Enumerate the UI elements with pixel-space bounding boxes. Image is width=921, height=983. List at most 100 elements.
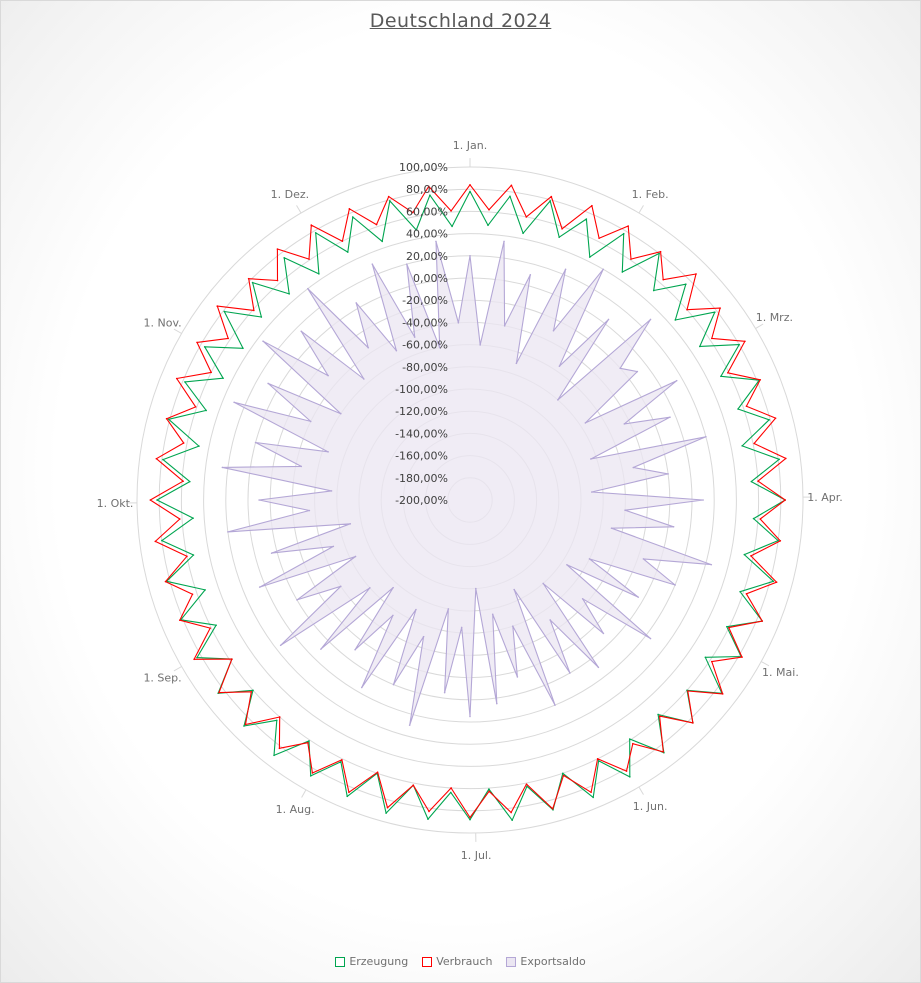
legend-item-verbrauch[interactable]: Verbrauch bbox=[422, 955, 492, 968]
data-point bbox=[741, 445, 743, 447]
data-point bbox=[412, 211, 414, 214]
data-point bbox=[258, 586, 261, 588]
data-point bbox=[460, 626, 463, 629]
data-point bbox=[642, 558, 645, 560]
data-point bbox=[162, 458, 164, 461]
data-point bbox=[687, 690, 689, 692]
data-point bbox=[227, 531, 229, 533]
data-point bbox=[649, 318, 652, 321]
data-point bbox=[278, 716, 281, 718]
data-point bbox=[428, 810, 430, 813]
data-point bbox=[222, 377, 224, 380]
data-point bbox=[503, 240, 505, 243]
data-point bbox=[227, 337, 229, 340]
data-point bbox=[218, 691, 220, 694]
data-point bbox=[562, 774, 565, 777]
data-point bbox=[652, 289, 655, 292]
data-point bbox=[279, 644, 282, 647]
data-point bbox=[674, 319, 677, 321]
data-point bbox=[296, 599, 298, 601]
data-point bbox=[784, 499, 787, 501]
data-point bbox=[300, 330, 303, 333]
data-point bbox=[590, 458, 592, 460]
data-point bbox=[422, 635, 425, 638]
data-point bbox=[307, 741, 309, 744]
data-point bbox=[739, 590, 741, 593]
legend-label: Exportsaldo bbox=[520, 955, 586, 968]
data-point bbox=[516, 676, 519, 678]
data-point bbox=[525, 783, 528, 785]
data-point bbox=[775, 581, 778, 583]
category-label: 1. Nov. bbox=[144, 317, 182, 330]
category-label: 1. Feb. bbox=[632, 188, 669, 201]
data-point bbox=[590, 791, 592, 794]
legend-item-exportsaldo[interactable]: Exportsaldo bbox=[506, 955, 586, 968]
data-point bbox=[438, 346, 441, 349]
data-point bbox=[542, 582, 544, 585]
data-point bbox=[488, 788, 490, 790]
data-point bbox=[288, 293, 291, 295]
data-point bbox=[184, 381, 186, 383]
data-point bbox=[714, 311, 716, 313]
data-point bbox=[349, 523, 352, 525]
r-tick-label: -160,00% bbox=[395, 450, 448, 463]
spoke-line bbox=[638, 205, 644, 214]
data-point bbox=[554, 704, 556, 706]
data-point bbox=[188, 480, 191, 483]
data-point bbox=[588, 558, 591, 560]
data-point bbox=[392, 614, 394, 617]
data-point bbox=[627, 225, 629, 227]
data-point bbox=[657, 713, 659, 716]
data-point bbox=[254, 441, 257, 444]
data-point bbox=[341, 240, 344, 242]
data-point bbox=[250, 690, 253, 693]
data-point bbox=[395, 349, 398, 352]
data-point bbox=[525, 216, 528, 218]
data-point bbox=[550, 195, 553, 198]
data-point bbox=[244, 723, 247, 726]
data-point bbox=[719, 307, 721, 309]
data-point bbox=[558, 236, 560, 239]
data-point bbox=[198, 445, 200, 447]
data-point bbox=[704, 656, 707, 659]
data-point bbox=[602, 632, 605, 635]
data-point bbox=[564, 268, 567, 271]
data-point bbox=[727, 372, 729, 374]
data-point bbox=[491, 613, 494, 616]
data-point bbox=[636, 370, 639, 373]
data-point bbox=[308, 509, 311, 512]
category-label: 1. Jan. bbox=[453, 139, 487, 152]
data-point bbox=[429, 194, 431, 196]
data-point bbox=[330, 490, 333, 492]
data-point bbox=[340, 761, 342, 763]
data-point bbox=[659, 250, 662, 253]
data-point bbox=[526, 785, 528, 788]
data-point bbox=[557, 399, 559, 401]
data-point bbox=[413, 336, 416, 338]
data-point bbox=[175, 377, 178, 380]
data-point bbox=[551, 807, 554, 810]
data-point bbox=[592, 796, 594, 799]
data-point bbox=[588, 256, 591, 258]
data-point bbox=[488, 790, 490, 793]
spoke-line bbox=[301, 789, 307, 798]
r-tick-label: -80,00% bbox=[402, 361, 448, 374]
data-point bbox=[182, 480, 184, 482]
data-point bbox=[415, 229, 418, 231]
data-point bbox=[503, 325, 506, 327]
r-tick-label: -120,00% bbox=[395, 405, 448, 418]
data-point bbox=[552, 329, 555, 332]
r-tick-label: -180,00% bbox=[395, 472, 448, 485]
legend-item-erzeugung[interactable]: Erzeugung bbox=[335, 955, 408, 968]
data-point bbox=[745, 405, 748, 407]
data-point bbox=[479, 344, 481, 346]
spoke-line bbox=[755, 323, 764, 330]
data-point bbox=[728, 626, 730, 629]
data-point bbox=[355, 302, 358, 304]
data-point bbox=[182, 442, 185, 444]
data-point bbox=[566, 563, 568, 566]
data-point bbox=[630, 258, 632, 260]
data-point bbox=[367, 346, 370, 349]
r-tick-label: 100,00% bbox=[399, 161, 448, 174]
data-point bbox=[632, 742, 634, 745]
